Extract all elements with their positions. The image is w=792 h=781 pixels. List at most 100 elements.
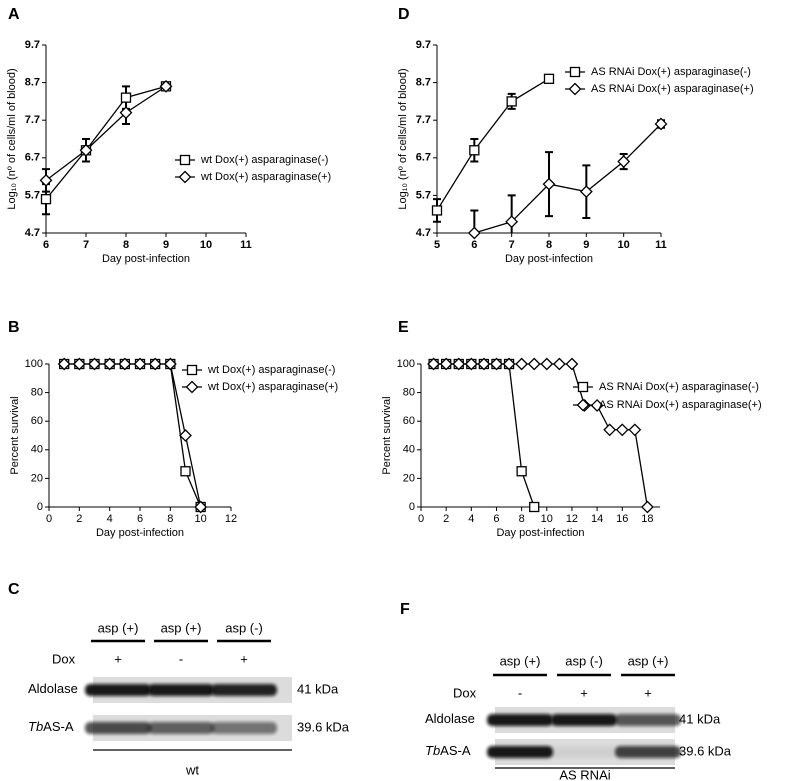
marker <box>527 357 541 371</box>
y-axis-label: Percent survival <box>9 396 21 474</box>
marker <box>577 381 589 393</box>
blot-band <box>487 714 553 726</box>
y-tick-label: 20 <box>31 472 43 484</box>
marker <box>615 423 629 437</box>
marker <box>506 96 517 107</box>
x-axis-label: Day post-infection <box>505 253 593 265</box>
x-tick-label: 4 <box>468 513 474 525</box>
blot-band <box>148 722 214 734</box>
marker <box>490 357 503 371</box>
marker <box>540 357 554 371</box>
dox-sign: + <box>580 685 588 700</box>
series-line <box>436 78 550 211</box>
dox-sign: - <box>179 651 183 666</box>
y-tick-label: 9.7 <box>25 39 40 51</box>
legend-label: AS RNAi Dox(+) asparaginase(-) <box>591 66 751 78</box>
panel-letter: A <box>8 6 20 23</box>
y-tick-label: 9.7 <box>416 39 431 51</box>
dox-sign: + <box>114 651 122 666</box>
blot-band <box>85 722 151 734</box>
marker <box>148 357 162 371</box>
blot-band <box>551 714 617 726</box>
marker <box>641 500 654 514</box>
marker <box>133 357 147 371</box>
legend-label: AS RNAi Dox(+) asparaginase(+) <box>599 399 762 411</box>
x-tick-label: 10 <box>618 239 630 251</box>
row-protein: AS-A <box>43 719 74 734</box>
y-tick-label: 7.7 <box>25 114 40 126</box>
x-tick-label: 2 <box>76 513 82 525</box>
x-tick-label: 4 <box>107 513 113 525</box>
error-bar <box>470 209 479 233</box>
x-tick-label: 10 <box>200 239 212 251</box>
band-size: 39.6 kDa <box>679 743 732 758</box>
lane-label: asp (-) <box>225 620 263 635</box>
y-tick-label: 4.7 <box>416 227 431 239</box>
x-tick-label: 7 <box>83 239 89 251</box>
band-size: 41 kDa <box>679 711 721 726</box>
y-tick-label: 8.7 <box>25 77 40 89</box>
marker <box>120 92 132 103</box>
x-tick-label: 8 <box>519 513 525 525</box>
marker <box>194 500 208 514</box>
marker <box>543 73 555 84</box>
y-tick-label: 80 <box>31 387 43 399</box>
y-tick-label: 0 <box>37 501 43 513</box>
marker <box>79 143 93 157</box>
x-tick-label: 6 <box>43 239 49 251</box>
row-label: Aldolase <box>425 711 475 726</box>
marker <box>179 429 192 442</box>
marker <box>469 145 480 156</box>
blot-band <box>487 746 553 758</box>
panel-letter: C <box>8 581 20 598</box>
x-tick-label: 8 <box>123 239 129 251</box>
marker <box>163 357 177 371</box>
marker <box>439 357 453 371</box>
marker <box>515 357 529 371</box>
marker <box>119 106 133 120</box>
y-tick-label: 80 <box>403 387 415 399</box>
marker <box>185 380 199 394</box>
legend-label: AS RNAi Dox(+) asparaginase(+) <box>591 83 754 95</box>
lane-label: asp (-) <box>565 653 603 668</box>
row-protein: AS-A <box>440 743 471 758</box>
x-tick-label: 6 <box>137 513 143 525</box>
marker <box>180 466 191 477</box>
marker <box>118 357 132 371</box>
y-tick-label: 60 <box>403 415 415 427</box>
blot-band <box>85 684 151 696</box>
marker <box>628 423 642 437</box>
marker <box>579 185 593 199</box>
legend-label: wt Dox(+) asparaginase(+) <box>200 171 331 183</box>
x-tick-label: 10 <box>541 513 553 525</box>
y-tick-label: 5.7 <box>416 189 431 201</box>
marker <box>603 423 617 437</box>
y-tick-label: 40 <box>31 444 43 456</box>
x-tick-label: 7 <box>509 239 515 251</box>
x-tick-label: 12 <box>566 513 578 525</box>
marker <box>565 357 579 371</box>
legend-label: wt Dox(+) asparaginase(+) <box>207 381 338 393</box>
dox-sign: + <box>240 651 248 666</box>
marker <box>72 357 86 371</box>
row-label: TbAS-A <box>425 743 471 758</box>
dox-label: Dox <box>52 651 76 666</box>
sample-label: AS RNAi <box>559 767 610 781</box>
x-tick-label: 5 <box>434 239 440 251</box>
blot-band <box>211 684 277 696</box>
marker <box>159 79 173 93</box>
marker <box>569 66 581 78</box>
x-tick-label: 16 <box>616 513 628 525</box>
lane-label: asp (+) <box>161 620 202 635</box>
x-tick-label: 0 <box>46 513 52 525</box>
marker <box>179 154 191 166</box>
marker <box>178 170 192 184</box>
marker <box>452 357 466 371</box>
y-tick-label: 0 <box>409 501 415 513</box>
marker <box>464 357 478 371</box>
x-tick-label: 6 <box>493 513 499 525</box>
marker <box>427 357 440 371</box>
marker <box>590 399 604 412</box>
series-line <box>45 85 167 200</box>
